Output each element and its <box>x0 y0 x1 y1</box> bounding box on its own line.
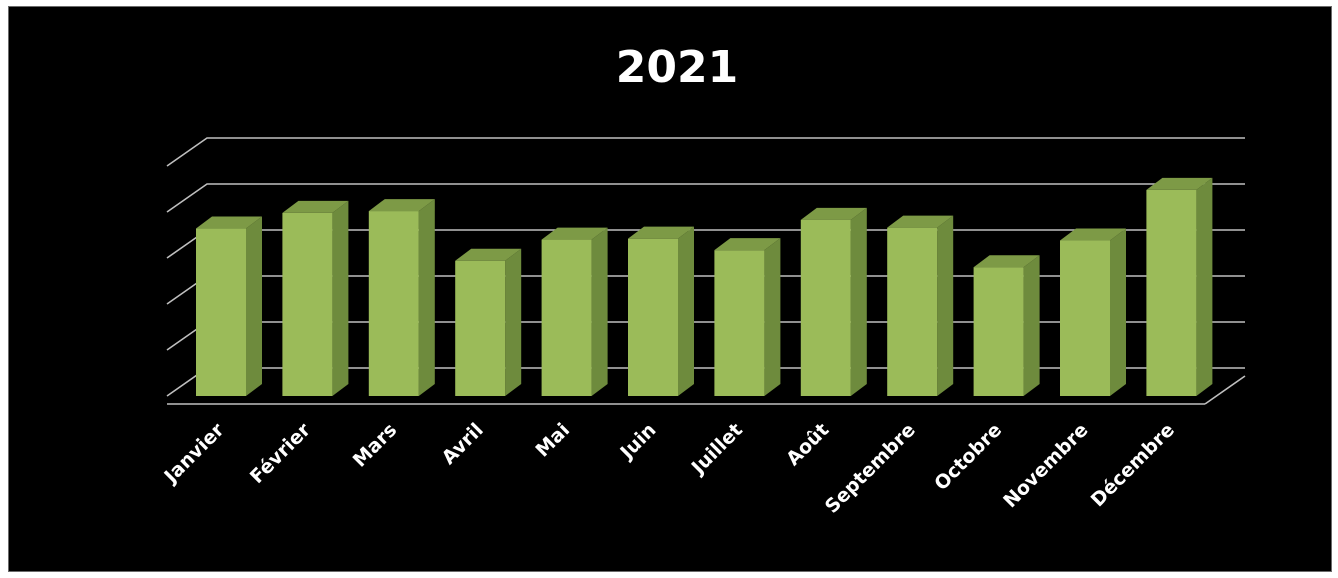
bar <box>714 238 781 396</box>
bar-front <box>1146 189 1197 396</box>
bar <box>973 255 1040 396</box>
bar-top <box>455 248 522 261</box>
bar-front <box>1060 240 1110 396</box>
bar-chart: 2021 Janvier Février Mars Avril Mai Juin Juill… <box>159 42 1246 518</box>
bar-side <box>678 226 694 396</box>
bar-side <box>1110 228 1126 396</box>
bar <box>541 227 608 396</box>
bar-top <box>714 238 781 251</box>
bar <box>800 207 867 396</box>
category-label: Novembre <box>999 419 1092 512</box>
bar <box>887 215 954 396</box>
bar-top <box>628 226 694 239</box>
bar-front <box>541 239 592 396</box>
bar <box>1146 177 1213 396</box>
bar-side <box>764 238 781 396</box>
bar-top <box>1146 177 1213 190</box>
bar <box>368 199 435 396</box>
bar-front <box>887 227 938 396</box>
category-label: Mars <box>349 419 402 472</box>
bar-side <box>332 200 349 396</box>
bar-front <box>628 238 678 396</box>
bar-side <box>246 216 262 396</box>
category-labels: Janvier Février Mars Avril Mai Juin Juillet Aoû… <box>159 419 1179 518</box>
category-label: Janvier <box>159 419 229 489</box>
floor-edge <box>1204 375 1246 405</box>
bar-front <box>282 212 333 396</box>
bar-top <box>800 207 867 220</box>
bar-front <box>800 219 851 396</box>
gridline <box>166 183 1245 213</box>
bar-top <box>368 199 435 212</box>
category-label: Avril <box>438 419 488 469</box>
bar <box>455 248 522 396</box>
category-label: Juillet <box>686 419 747 480</box>
category-label: Octobre <box>930 419 1006 495</box>
gridline <box>166 137 1245 167</box>
bar-side <box>937 215 954 396</box>
bar-top <box>973 255 1040 268</box>
bar-top <box>196 216 262 229</box>
bar-side <box>418 199 435 396</box>
category-label: Mai <box>532 419 575 462</box>
bar-side <box>850 207 867 396</box>
bars <box>196 177 1213 396</box>
bar-top <box>541 227 608 240</box>
bar-front <box>455 260 506 396</box>
category-label: Septembre <box>821 419 920 518</box>
bar <box>196 216 262 396</box>
category-label: Décembre <box>1087 419 1179 511</box>
category-label: Août <box>782 419 833 470</box>
bar-side <box>1023 255 1040 396</box>
bar-front <box>368 211 419 396</box>
bar-front <box>973 267 1024 396</box>
bar <box>628 226 694 396</box>
bar-top <box>282 200 349 213</box>
bar-front <box>714 250 765 396</box>
chart-frame: 2021 Janvier Février Mars Avril Mai Juin Juill… <box>8 6 1332 572</box>
bar-side <box>505 248 522 396</box>
bar-top <box>887 215 954 228</box>
bar-side <box>591 227 608 396</box>
bar-front <box>196 228 246 396</box>
bar <box>282 200 349 396</box>
bar-side <box>1196 177 1213 396</box>
chart-title: 2021 <box>616 42 738 93</box>
category-label: Février <box>246 419 315 488</box>
bar-top <box>1060 228 1126 241</box>
category-label: Juin <box>615 419 661 465</box>
bar <box>1060 228 1126 396</box>
